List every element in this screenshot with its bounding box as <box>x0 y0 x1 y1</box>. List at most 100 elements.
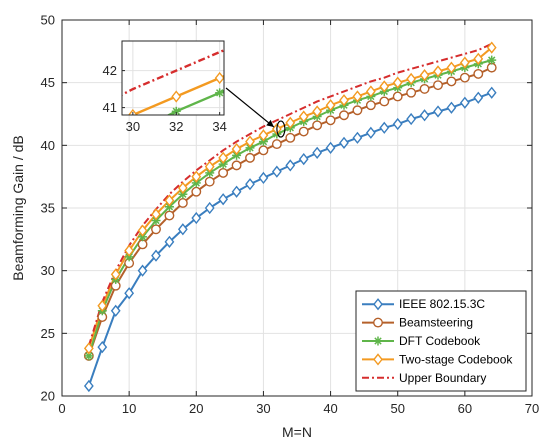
data-point <box>231 160 242 171</box>
inset-zoom: 30 32 34 41 42 <box>103 40 286 138</box>
data-point <box>352 105 363 116</box>
zoom-arrow-head <box>266 119 274 128</box>
data-point <box>177 181 188 195</box>
data-point <box>177 198 188 208</box>
data-point <box>97 299 108 312</box>
x-tick-label: 60 <box>458 401 472 416</box>
data-point <box>298 126 309 137</box>
data-point <box>218 151 229 164</box>
y-tick-label: 25 <box>41 326 55 341</box>
marker-stroke <box>374 337 382 345</box>
inset-series-line-4 <box>122 48 224 96</box>
data-point <box>285 159 296 172</box>
data-point <box>352 90 363 103</box>
data-point <box>218 193 229 206</box>
data-point <box>191 170 202 183</box>
data-point <box>486 62 497 73</box>
data-point <box>191 211 202 225</box>
data-point <box>392 117 403 131</box>
data-point <box>110 268 121 281</box>
data-point <box>325 99 336 112</box>
data-point <box>164 194 175 207</box>
y-tick-label: 30 <box>41 263 55 278</box>
y-tick-label: 40 <box>41 138 55 153</box>
data-point <box>83 342 94 355</box>
marker-stroke <box>165 203 174 211</box>
marker-stroke <box>259 137 268 146</box>
data-point <box>433 105 443 118</box>
marker-stroke <box>85 352 93 360</box>
data-point <box>164 210 175 221</box>
data-point <box>110 304 121 317</box>
data-point <box>419 83 430 94</box>
data-point <box>83 379 94 393</box>
data-point <box>379 121 390 134</box>
inset-data-point <box>171 106 181 115</box>
data-point <box>271 139 282 150</box>
data-point <box>258 171 269 185</box>
data-point <box>473 52 484 65</box>
inset-data-point <box>215 88 224 98</box>
legend-item: Beamsteering <box>362 316 473 330</box>
data-point <box>124 287 135 300</box>
x-tick-label: 20 <box>189 401 203 416</box>
data-point <box>379 96 390 107</box>
data-point <box>258 145 269 156</box>
legend-label: Two-stage Codebook <box>399 352 513 366</box>
zoom-region-marker <box>276 120 286 138</box>
x-tick-label: 50 <box>390 401 404 416</box>
data-point <box>459 72 470 83</box>
data-point <box>151 208 161 221</box>
inset-plot <box>122 48 224 115</box>
data-point <box>191 186 202 197</box>
data-point <box>231 142 242 156</box>
zoom-arrow-shaft <box>225 87 275 128</box>
data-point <box>419 109 430 122</box>
data-point <box>285 116 296 129</box>
inset-y-tick-label: 41 <box>103 100 117 115</box>
data-point <box>151 249 161 262</box>
data-point <box>298 110 309 123</box>
data-point <box>406 87 417 98</box>
marker-stroke <box>192 179 200 187</box>
legend-item: IEEE 802.15.3C <box>362 297 485 311</box>
legend-swatch-marker <box>373 298 383 311</box>
data-point <box>271 165 282 178</box>
marker-stroke <box>179 190 187 198</box>
inset-data-point <box>171 90 182 103</box>
marker-stroke <box>246 144 254 152</box>
inset-x-tick-label: 30 <box>126 119 140 134</box>
data-point <box>312 105 323 118</box>
data-point <box>406 72 417 86</box>
data-point <box>379 80 390 93</box>
data-point <box>312 120 323 131</box>
marker-stroke <box>232 151 241 160</box>
data-point <box>339 94 349 107</box>
legend-label: Upper Boundary <box>399 371 486 385</box>
legend-label: IEEE 802.15.3C <box>399 297 485 311</box>
legend-item: Upper Boundary <box>362 371 486 385</box>
marker-stroke <box>215 89 224 97</box>
data-point <box>459 56 470 69</box>
legend-label: Beamsteering <box>399 316 473 330</box>
y-tick-label: 35 <box>41 201 55 216</box>
legend: IEEE 802.15.3C Beamsteering DFT Codebook Tw… <box>355 290 527 392</box>
legend-item: Two-stage Codebook <box>362 352 513 366</box>
data-point <box>325 115 336 126</box>
marker-stroke <box>152 216 160 225</box>
data-point <box>365 85 376 98</box>
data-point <box>151 224 161 235</box>
inset-background <box>122 41 224 115</box>
marker-stroke <box>206 169 214 177</box>
data-point <box>204 160 215 173</box>
data-point <box>446 61 457 74</box>
data-point <box>459 96 470 109</box>
series-markers <box>83 41 497 393</box>
data-point <box>486 41 497 54</box>
legend-swatch-marker <box>373 353 383 366</box>
inset-x-tick-label: 34 <box>212 119 226 134</box>
inset-frame <box>121 40 225 116</box>
x-tick-label: 70 <box>525 401 539 416</box>
